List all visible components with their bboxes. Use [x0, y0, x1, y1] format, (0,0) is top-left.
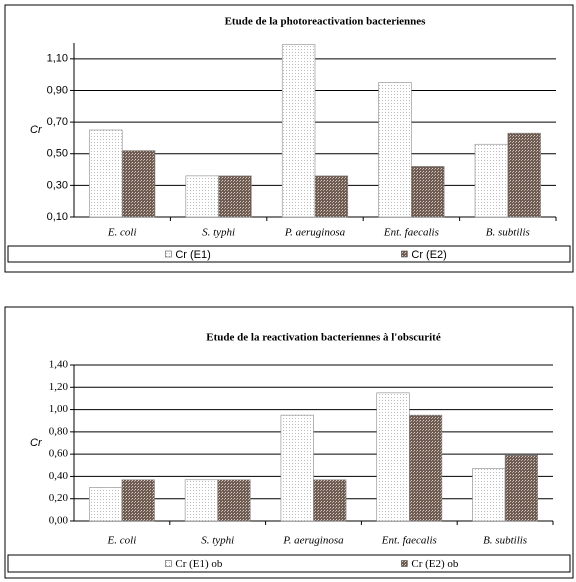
x-tick-label: S. typhi — [201, 535, 234, 547]
chart-frame — [4, 306, 574, 579]
y-tick-label: 1,00 — [49, 403, 69, 415]
bar — [378, 82, 412, 218]
y-axis-label: Cr — [30, 124, 43, 136]
bar — [89, 129, 123, 218]
y-tick-label: 1,40 — [49, 359, 69, 371]
legend-frame — [7, 245, 571, 263]
bar — [472, 468, 506, 522]
x-tick-label: P. aeruginosa — [284, 227, 346, 239]
bar — [218, 175, 252, 218]
y-tick-label: 0,70 — [47, 116, 68, 128]
y-tick-label: 0,10 — [47, 211, 68, 223]
y-tick-label: 0,50 — [47, 148, 68, 160]
y-axis-label: Cr — [30, 437, 43, 449]
y-tick-label: 0,30 — [47, 179, 68, 191]
y-tick-label: 0,90 — [47, 84, 68, 96]
bar — [280, 414, 314, 522]
bar — [474, 143, 509, 218]
y-tick-label: 0,00 — [49, 515, 69, 527]
bar — [217, 479, 251, 522]
bar — [408, 414, 443, 522]
bar — [507, 132, 541, 218]
legend-label: Cr (E2) — [411, 249, 446, 261]
x-tick-label: E. coli — [107, 227, 137, 239]
bar — [504, 454, 538, 522]
legend-swatch — [165, 560, 172, 567]
x-tick-label: E. coli — [107, 535, 137, 547]
bar — [89, 487, 123, 522]
y-tick-label: 0,60 — [49, 448, 69, 460]
bar — [411, 166, 445, 218]
bar — [376, 392, 410, 522]
y-tick-label: 1,20 — [49, 381, 69, 393]
bar — [314, 175, 349, 218]
y-tick-label: 1,10 — [47, 53, 68, 65]
x-tick-label: Ent. faecalis — [383, 227, 439, 239]
x-tick-label: B. subtilis — [483, 535, 527, 547]
legend-swatch — [165, 250, 172, 258]
bar — [281, 44, 316, 218]
bar — [313, 479, 347, 522]
bar — [121, 479, 155, 522]
legend-swatch — [401, 560, 408, 567]
bar — [185, 175, 219, 218]
bar — [121, 150, 156, 218]
y-tick-label: 0,80 — [49, 425, 69, 437]
legend-label: Cr (E2) ob — [411, 558, 459, 570]
bar — [184, 479, 219, 522]
x-tick-label: P. aeruginosa — [282, 535, 344, 547]
x-tick-label: S. typhi — [202, 227, 235, 239]
y-tick-label: 0,40 — [49, 470, 69, 482]
legend-swatch — [401, 250, 408, 258]
x-tick-label: Ent. faecalis — [381, 535, 437, 547]
x-tick-label: B. subtilis — [486, 227, 530, 239]
y-tick-label: 0,20 — [49, 492, 69, 504]
chart-frame — [4, 4, 574, 273]
legend-label: Cr (E1) ob — [175, 558, 223, 570]
legend-label: Cr (E1) — [175, 249, 210, 261]
chart-title: Etude de la photoreactivation bacterienn… — [225, 16, 427, 28]
chart-title: Etude de la reactivation bacteriennes à … — [206, 332, 441, 344]
legend-frame — [7, 554, 571, 573]
